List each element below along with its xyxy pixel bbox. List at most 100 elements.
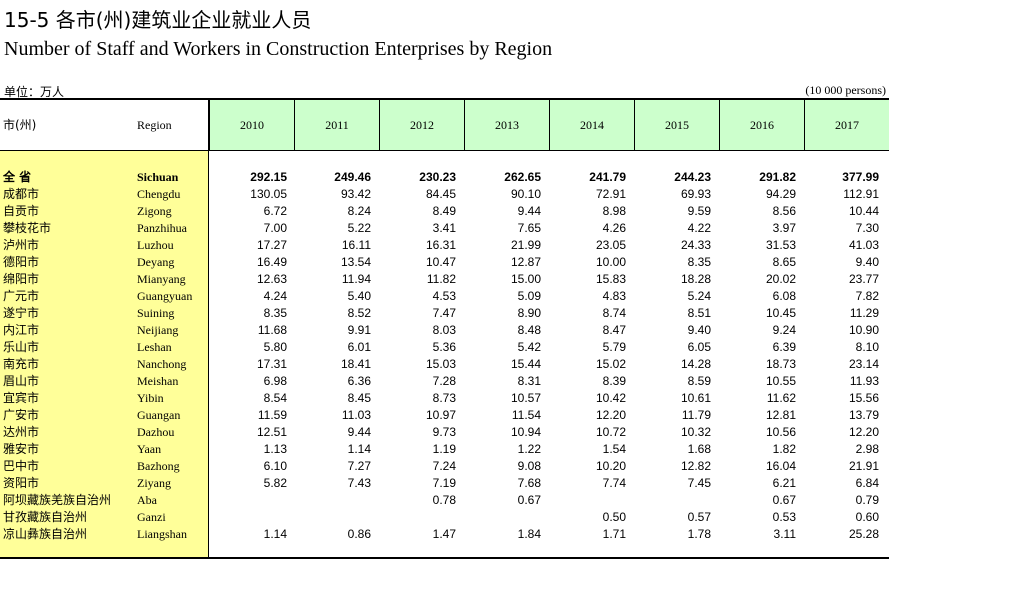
region-name-en: Bazhong [137, 458, 180, 475]
region-name-en: Liangshan [137, 526, 187, 543]
value-cell: 14.28 [633, 356, 711, 373]
region-name-cn: 德阳市 [3, 254, 39, 271]
value-cell: 11.79 [633, 407, 711, 424]
value-cell: 10.90 [801, 322, 879, 339]
value-cell: 5.22 [293, 220, 371, 237]
table-row: 南充市 Nanchong 17.31 18.41 15.03 15.44 15.02 14.2… [0, 356, 889, 373]
region-name-cn: 成都市 [3, 186, 39, 203]
value-cell: 6.21 [718, 475, 796, 492]
value-cell: 7.82 [801, 288, 879, 305]
region-name-en: Neijiang [137, 322, 178, 339]
value-cell: 130.05 [209, 186, 287, 203]
header-bottom-rule [0, 150, 889, 151]
header-year: 2010 [209, 100, 294, 150]
value-cell: 15.02 [548, 356, 626, 373]
value-cell: 24.33 [633, 237, 711, 254]
value-cell: 12.20 [548, 407, 626, 424]
value-cell: 10.32 [633, 424, 711, 441]
value-cell: 7.47 [378, 305, 456, 322]
value-cell: 11.93 [801, 373, 879, 390]
region-name-cn: 泸州市 [3, 237, 39, 254]
value-cell: 8.49 [378, 203, 456, 220]
table-row: 攀枝花市 Panzhihua 7.00 5.22 3.41 7.65 4.26 4.22 3.9… [0, 220, 889, 237]
value-cell [209, 492, 287, 509]
value-cell: 6.01 [293, 339, 371, 356]
value-cell: 16.04 [718, 458, 796, 475]
region-name-cn: 广安市 [3, 407, 39, 424]
value-cell: 69.93 [633, 186, 711, 203]
value-cell: 0.53 [718, 509, 796, 526]
value-cell: 10.97 [378, 407, 456, 424]
value-cell [293, 492, 371, 509]
value-cell: 8.45 [293, 390, 371, 407]
region-name-en: Dazhou [137, 424, 174, 441]
value-cell: 23.77 [801, 271, 879, 288]
region-name-en: Yibin [137, 390, 164, 407]
value-cell: 4.83 [548, 288, 626, 305]
header-region-en: Region [137, 100, 172, 150]
value-cell: 3.97 [718, 220, 796, 237]
value-cell: 9.91 [293, 322, 371, 339]
value-cell: 9.08 [463, 458, 541, 475]
region-name-cn: 内江市 [3, 322, 39, 339]
value-cell: 8.74 [548, 305, 626, 322]
value-cell: 8.65 [718, 254, 796, 271]
value-cell: 241.79 [548, 169, 626, 186]
value-cell [463, 509, 541, 526]
table-row: 甘孜藏族自治州 Ganzi 0.50 0.57 0.53 0.60 [0, 509, 889, 526]
value-cell: 8.35 [209, 305, 287, 322]
value-cell: 13.54 [293, 254, 371, 271]
table-row: 巴中市 Bazhong 6.10 7.27 7.24 9.08 10.20 12.82 16.0… [0, 458, 889, 475]
value-cell: 262.65 [463, 169, 541, 186]
table-row: 凉山彝族自治州 Liangshan 1.14 0.86 1.47 1.84 1.71 1.78… [0, 526, 889, 543]
value-cell: 93.42 [293, 186, 371, 203]
region-name-cn: 宜宾市 [3, 390, 39, 407]
table-row: 宜宾市 Yibin 8.54 8.45 8.73 10.57 10.42 10.61 11.62… [0, 390, 889, 407]
value-cell: 10.94 [463, 424, 541, 441]
value-cell: 7.45 [633, 475, 711, 492]
value-cell: 15.83 [548, 271, 626, 288]
value-cell: 0.86 [293, 526, 371, 543]
value-cell: 18.73 [718, 356, 796, 373]
region-name-en: Luzhou [137, 237, 174, 254]
table-row: 资阳市 Ziyang 5.82 7.43 7.19 7.68 7.74 7.45 6.21 6.8… [0, 475, 889, 492]
region-name-en: Panzhihua [137, 220, 187, 237]
table-row: 眉山市 Meishan 6.98 6.36 7.28 8.31 8.39 8.59 10.55 1… [0, 373, 889, 390]
value-cell: 1.22 [463, 441, 541, 458]
value-cell: 244.23 [633, 169, 711, 186]
value-cell: 6.84 [801, 475, 879, 492]
value-cell: 10.61 [633, 390, 711, 407]
region-name-en: Deyang [137, 254, 174, 271]
value-cell: 12.63 [209, 271, 287, 288]
value-cell: 291.82 [718, 169, 796, 186]
region-name-en: Suining [137, 305, 174, 322]
value-cell: 10.00 [548, 254, 626, 271]
value-cell: 6.08 [718, 288, 796, 305]
value-cell: 10.45 [718, 305, 796, 322]
value-cell: 21.99 [463, 237, 541, 254]
value-cell: 5.09 [463, 288, 541, 305]
value-cell: 10.56 [718, 424, 796, 441]
value-cell: 6.05 [633, 339, 711, 356]
header-year: 2016 [719, 100, 804, 150]
value-cell: 0.79 [801, 492, 879, 509]
value-cell: 10.47 [378, 254, 456, 271]
value-cell: 16.31 [378, 237, 456, 254]
value-cell: 10.57 [463, 390, 541, 407]
header-region-cn: 市(州) [3, 100, 36, 150]
header-year: 2017 [804, 100, 889, 150]
value-cell: 6.10 [209, 458, 287, 475]
value-cell: 9.44 [463, 203, 541, 220]
value-cell: 1.47 [378, 526, 456, 543]
value-cell: 15.00 [463, 271, 541, 288]
region-name-cn: 南充市 [3, 356, 39, 373]
value-cell: 1.78 [633, 526, 711, 543]
value-cell: 6.39 [718, 339, 796, 356]
value-cell: 13.79 [801, 407, 879, 424]
value-cell: 23.05 [548, 237, 626, 254]
value-cell: 0.67 [463, 492, 541, 509]
region-name-cn: 广元市 [3, 288, 39, 305]
value-cell: 7.65 [463, 220, 541, 237]
region-name-cn: 甘孜藏族自治州 [3, 509, 87, 526]
value-cell: 0.60 [801, 509, 879, 526]
